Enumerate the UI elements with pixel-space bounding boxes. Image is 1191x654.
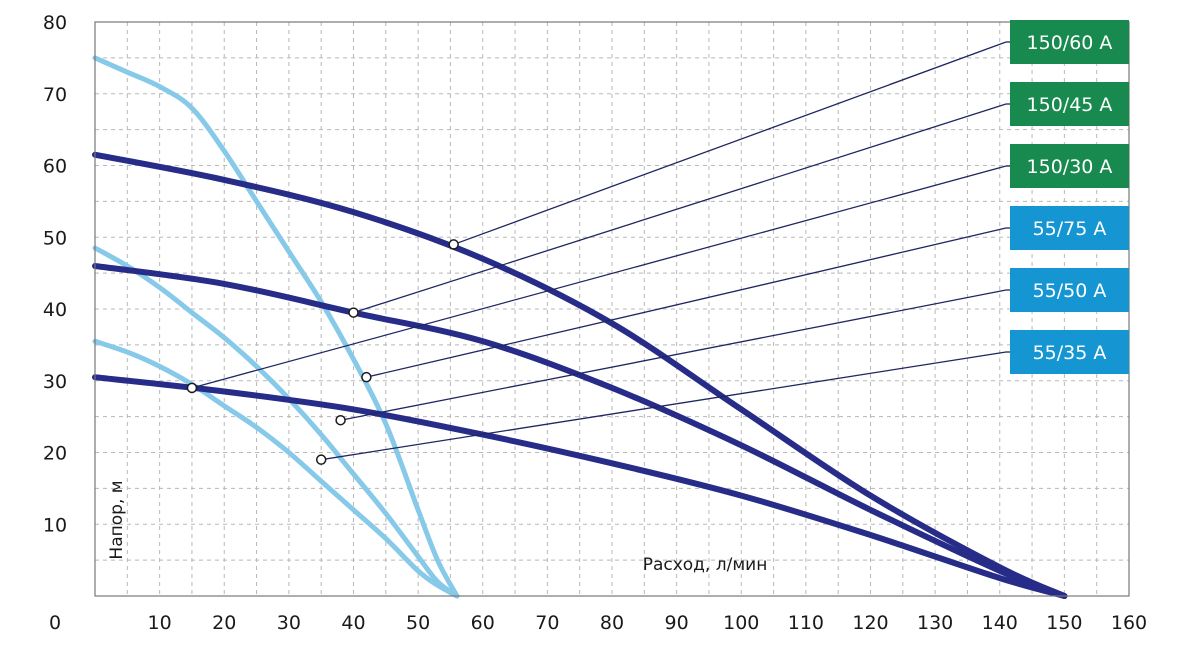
marker-55-50 — [335, 414, 346, 426]
legend-box-150-30 — [1010, 144, 1129, 188]
x-tick-label: 150 — [1046, 612, 1082, 634]
legend: 150/60 А 150/45 А 150/30 А 55/75 А 55/50 А 55… — [1010, 20, 1129, 374]
x-tick-label: 20 — [212, 612, 236, 634]
y-tick-label: 60 — [43, 156, 67, 178]
series-line-150-60 — [92, 151, 1068, 599]
leader-line-150-45 — [353, 103, 1007, 314]
x-tick-label: 30 — [277, 612, 301, 634]
x-tick-label: 40 — [341, 612, 365, 634]
y-tick-label: 30 — [43, 371, 67, 393]
legend-label-150-30: 150/30 А — [1027, 156, 1113, 178]
legend-box-55-35 — [1010, 330, 1129, 374]
x-axis-title: Расход, л/мин — [643, 555, 768, 575]
y-tick-label: 70 — [43, 84, 67, 106]
series-line-55-75 — [92, 55, 460, 599]
origin-label: 0 — [49, 612, 61, 634]
legend-label-150-60: 150/60 А — [1027, 32, 1113, 54]
series-line-150-30 — [92, 374, 1068, 599]
x-tick-label: 80 — [600, 612, 624, 634]
legend-label-55-35: 55/35 А — [1033, 342, 1107, 364]
marker-55-35 — [315, 454, 327, 465]
leader-line-150-30 — [191, 165, 1007, 389]
marker-150-30 — [186, 382, 198, 394]
legend-label-55-75: 55/75 А — [1033, 218, 1107, 240]
x-tick-label: 10 — [148, 612, 172, 634]
x-tick-label: 140 — [982, 612, 1018, 634]
legend-box-55-50 — [1010, 268, 1129, 312]
x-tick-label: 160 — [1111, 612, 1147, 634]
y-tick-label: 80 — [43, 12, 67, 34]
leader-line-55-50 — [340, 289, 1007, 421]
legend-box-150-45 — [1010, 82, 1129, 126]
marker-55-75 — [361, 371, 372, 383]
curve-markers — [186, 239, 459, 465]
x-tick-label: 120 — [852, 612, 888, 634]
series-line-55-50 — [92, 245, 460, 599]
leader-line-55-35 — [321, 351, 1007, 461]
x-tick-label: 100 — [723, 612, 759, 634]
series-line-55-35 — [92, 338, 460, 599]
x-tick-label: 130 — [917, 612, 953, 634]
legend-box-55-75 — [1010, 206, 1129, 250]
y-axis-title: Напор, м — [107, 480, 127, 559]
legend-box-150-60 — [1010, 20, 1129, 64]
marker-150-60 — [448, 239, 459, 250]
x-tick-label: 90 — [665, 612, 689, 634]
y-tick-label: 40 — [43, 299, 67, 321]
tick-labels: 10 20 30 40 50 60 70 80 90 100 110 120 130 140 150 1601… — [43, 12, 1147, 634]
series-line-150-45 — [92, 263, 1068, 599]
y-tick-label: 50 — [43, 227, 67, 249]
leader-line-150-60 — [453, 41, 1007, 246]
series-curves — [92, 55, 1068, 599]
y-tick-label: 10 — [43, 514, 67, 536]
x-tick-label: 60 — [471, 612, 495, 634]
legend-label-150-45: 150/45 А — [1027, 94, 1113, 116]
x-tick-label: 50 — [406, 612, 430, 634]
x-tick-label: 70 — [535, 612, 559, 634]
x-tick-label: 110 — [788, 612, 824, 634]
legend-label-55-50: 55/50 А — [1033, 280, 1107, 302]
marker-150-45 — [348, 307, 359, 318]
leader-line-55-75 — [366, 227, 1007, 378]
grid — [95, 22, 1129, 596]
leader-lines — [191, 41, 1010, 461]
y-tick-label: 20 — [43, 443, 67, 465]
